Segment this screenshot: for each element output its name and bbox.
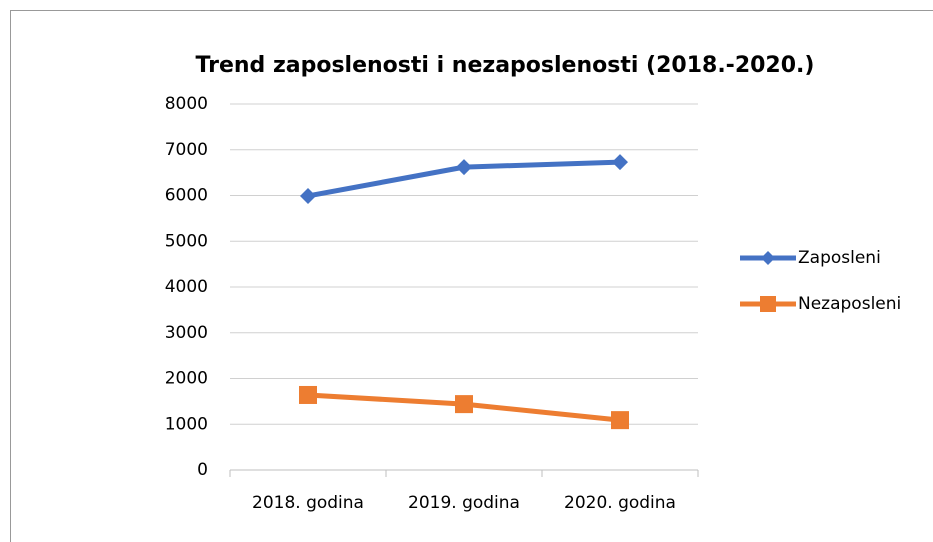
legend-label: Zaposleni bbox=[798, 248, 881, 268]
legend-label: Nezaposleni bbox=[798, 294, 901, 314]
y-tick-label: 0 bbox=[197, 460, 208, 480]
y-tick-label: 6000 bbox=[165, 186, 208, 206]
y-tick-label: 8000 bbox=[165, 94, 208, 114]
y-tick-label: 4000 bbox=[165, 277, 208, 297]
y-tick-label: 5000 bbox=[165, 231, 208, 251]
x-tick-label: 2018. godina bbox=[252, 493, 364, 513]
x-tick-label: 2019. godina bbox=[408, 493, 520, 513]
legend-marker bbox=[761, 251, 775, 265]
x-tick-label: 2020. godina bbox=[564, 493, 676, 513]
y-tick-label: 3000 bbox=[165, 323, 208, 343]
y-tick-label: 7000 bbox=[165, 140, 208, 160]
chart-frame bbox=[10, 10, 933, 542]
chart-title: Trend zaposlenosti i nezaposlenosti (201… bbox=[196, 53, 815, 78]
data-point bbox=[455, 395, 473, 414]
data-point bbox=[612, 154, 628, 171]
data-point bbox=[611, 411, 629, 430]
data-point bbox=[300, 187, 316, 204]
y-tick-label: 2000 bbox=[165, 369, 208, 389]
data-point bbox=[299, 385, 317, 404]
legend-marker bbox=[760, 296, 776, 312]
y-tick-label: 1000 bbox=[165, 414, 208, 434]
data-point bbox=[456, 159, 472, 176]
